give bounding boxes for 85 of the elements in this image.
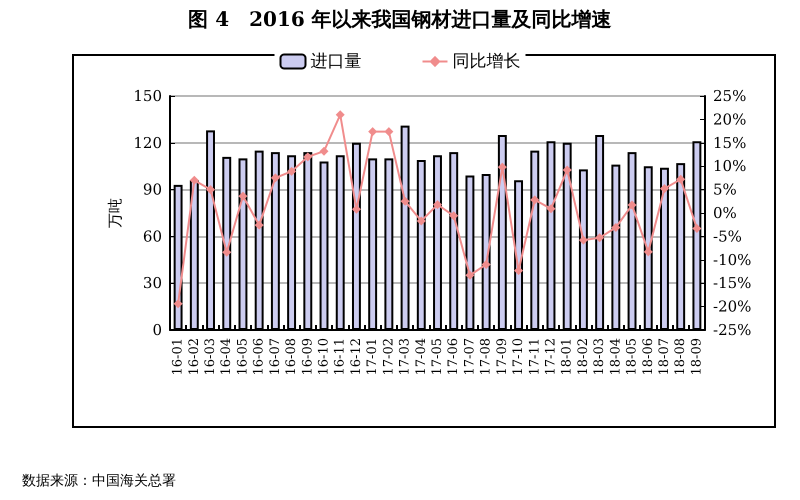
- x-tick-label: 18-07: [656, 338, 672, 376]
- x-tick-label: 17-06: [446, 338, 462, 376]
- point: [238, 192, 248, 201]
- x-tick-label: 16-01: [170, 338, 186, 376]
- x-tick-label: 18-01: [560, 338, 575, 376]
- point: [644, 247, 653, 256]
- point: [692, 224, 702, 233]
- y-tick-label: 90: [142, 180, 162, 199]
- y2-tick-label: 10%: [713, 157, 746, 176]
- point: [676, 174, 686, 184]
- point: [628, 200, 637, 210]
- x-tick-label: 16-11: [332, 338, 348, 376]
- point: [384, 127, 394, 136]
- y2-tick-label: 5%: [713, 180, 737, 199]
- x-tick-label: 16-02: [186, 338, 202, 376]
- y2-tick-label: -20%: [713, 298, 752, 316]
- x-tick-label: 17-08: [478, 338, 494, 376]
- y-tick-label: 120: [133, 134, 162, 152]
- point: [578, 236, 588, 245]
- point: [320, 146, 329, 156]
- x-tick-label: 17-09: [494, 338, 510, 376]
- point: [190, 176, 199, 185]
- point: [482, 260, 491, 269]
- x-tick-label: 17-01: [365, 338, 380, 376]
- point: [433, 200, 442, 210]
- x-tick-label: 16-04: [219, 338, 234, 376]
- x-tick-label: 18-09: [689, 338, 704, 376]
- x-tick-label: 17-12: [543, 338, 558, 376]
- point: [416, 216, 426, 226]
- x-tick-label: 18-02: [576, 338, 591, 376]
- point: [660, 184, 669, 194]
- y2-tick-label: -5%: [713, 227, 742, 246]
- point: [530, 195, 540, 204]
- chart-title: 图 4 2016 年以来我国钢材进口量及同比增速: [187, 6, 613, 33]
- point: [270, 173, 280, 182]
- x-tick-label: 18-04: [608, 338, 624, 376]
- point: [562, 165, 572, 174]
- x-tick-label: 18-06: [640, 338, 656, 376]
- x-tick-label: 16-05: [235, 338, 250, 376]
- point: [611, 223, 620, 232]
- y2-tick-label: 15%: [713, 134, 746, 152]
- y-axis-title: 万吨: [106, 198, 124, 228]
- legend-label: 同比增长: [452, 52, 520, 72]
- x-tick-label: 17-04: [414, 338, 429, 376]
- x-tick-label: 16-09: [300, 338, 316, 376]
- point: [303, 152, 312, 162]
- point: [206, 185, 216, 194]
- y-tick-label: 60: [142, 227, 162, 246]
- point: [222, 248, 232, 257]
- point: [254, 220, 264, 230]
- y2-tick-label: -15%: [713, 274, 752, 292]
- y-tick-label: 30: [142, 274, 162, 292]
- point: [174, 299, 183, 308]
- x-tick-label: 16-08: [284, 338, 300, 376]
- point: [595, 233, 604, 242]
- point: [465, 270, 474, 280]
- x-tick-label: 17-05: [430, 338, 445, 376]
- x-tick-label: 17-02: [381, 338, 396, 376]
- x-tick-label: 16-03: [203, 338, 218, 376]
- point: [336, 110, 345, 120]
- y2-tick-label: 20%: [713, 110, 746, 128]
- x-tick-label: 16-06: [252, 338, 267, 376]
- x-tick-label: 16-12: [348, 338, 364, 376]
- x-tick-label: 18-05: [624, 338, 640, 376]
- point: [546, 204, 556, 214]
- source-note: 数据来源：中国海关总署: [22, 472, 176, 490]
- x-tick-label: 16-10: [316, 338, 332, 376]
- x-tick-label: 18-08: [673, 338, 688, 376]
- y2-tick-label: -25%: [713, 321, 752, 339]
- y-tick-label: 150: [133, 87, 162, 105]
- y2-tick-label: -10%: [713, 250, 752, 269]
- x-tick-label: 18-03: [592, 338, 608, 376]
- point: [368, 127, 378, 136]
- x-tick-label: 17-03: [398, 338, 413, 376]
- point: [449, 211, 458, 220]
- x-tick-label: 17-10: [511, 338, 526, 376]
- x-tick-label: 16-07: [268, 338, 283, 376]
- y-tick-label: 0: [152, 321, 162, 339]
- y2-tick-label: 25%: [713, 87, 746, 105]
- y2-tick-label: 0%: [713, 204, 737, 222]
- x-tick-label: 17-07: [462, 338, 478, 376]
- point: [287, 166, 296, 176]
- legend-label: 进口量: [310, 52, 362, 72]
- point: [400, 196, 410, 206]
- x-tick-label: 17-11: [527, 338, 542, 376]
